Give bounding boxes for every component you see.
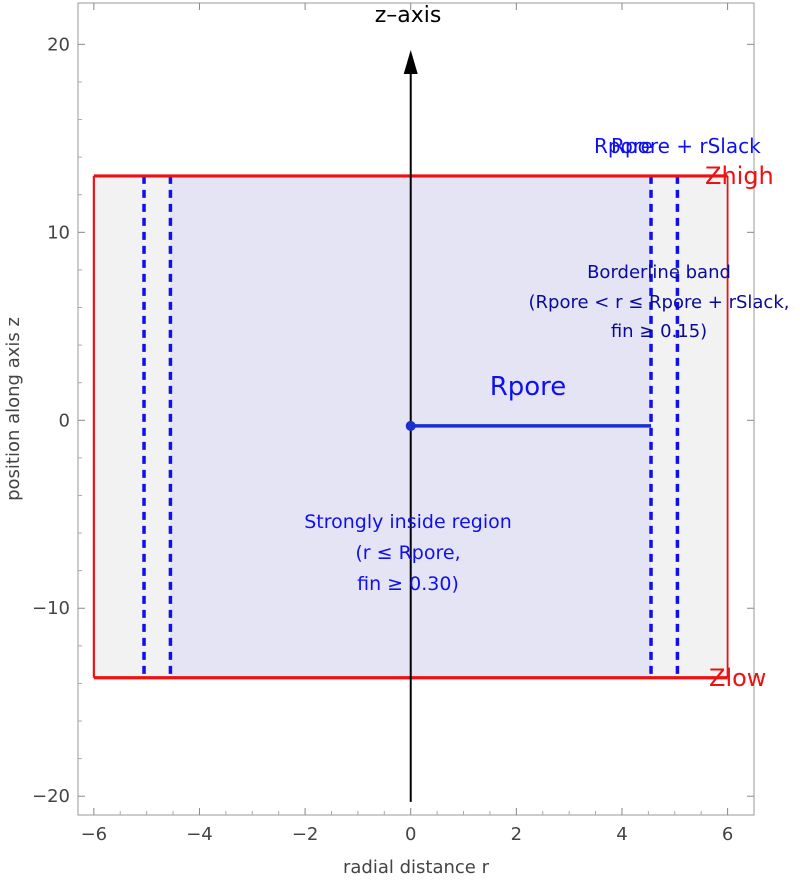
z-axis-arrowhead [403, 49, 418, 74]
zhigh-label: Zhigh [705, 162, 774, 190]
x-tick-label: 4 [616, 824, 627, 845]
x-tick-label: −2 [292, 824, 319, 845]
y-tick-label: 10 [47, 222, 70, 243]
y-tick-label: 0 [59, 410, 70, 431]
y-tick-label: 20 [47, 34, 70, 55]
borderline-band-label-line1: Borderline band [587, 262, 731, 283]
strongly-inside-label-line3: fin ≥ 0.30) [357, 573, 459, 595]
x-tick-label: −4 [186, 824, 213, 845]
plot-frame [77, 2, 755, 816]
rpore-label: Rpore [490, 372, 567, 402]
y-tick-label: −20 [32, 786, 70, 807]
borderline-band-label-line2: (Rpore < r ≤ Rpore + rSlack, [529, 292, 790, 313]
y-axis-label: position along axis z [3, 317, 24, 501]
x-tick-label: 0 [405, 824, 416, 845]
strongly-inside-label-line2: (r ≤ Rpore, [355, 542, 460, 564]
x-axis-ticks: −6 −4 −2 0 2 4 6 [81, 3, 733, 845]
zlow-label: Zlow [709, 664, 766, 692]
rslack-label-b: Rpore + rSlack [611, 134, 761, 158]
x-tick-label: 2 [511, 824, 522, 845]
borderline-band-label-line3: fin ≥ 0.15) [611, 321, 707, 342]
x-tick-label: 6 [722, 824, 733, 845]
y-axis-ticks: −20 −10 0 10 20 [32, 34, 754, 807]
x-tick-label: −6 [81, 824, 108, 845]
rslack-label-a: Rpore [594, 134, 653, 158]
strongly-inside-label-line1: Strongly inside region [304, 511, 512, 533]
x-axis-label: radial distance r [343, 857, 490, 878]
center-point [405, 420, 416, 431]
z-axis-label: z–axis [375, 3, 442, 28]
y-tick-label: −10 [32, 598, 70, 619]
